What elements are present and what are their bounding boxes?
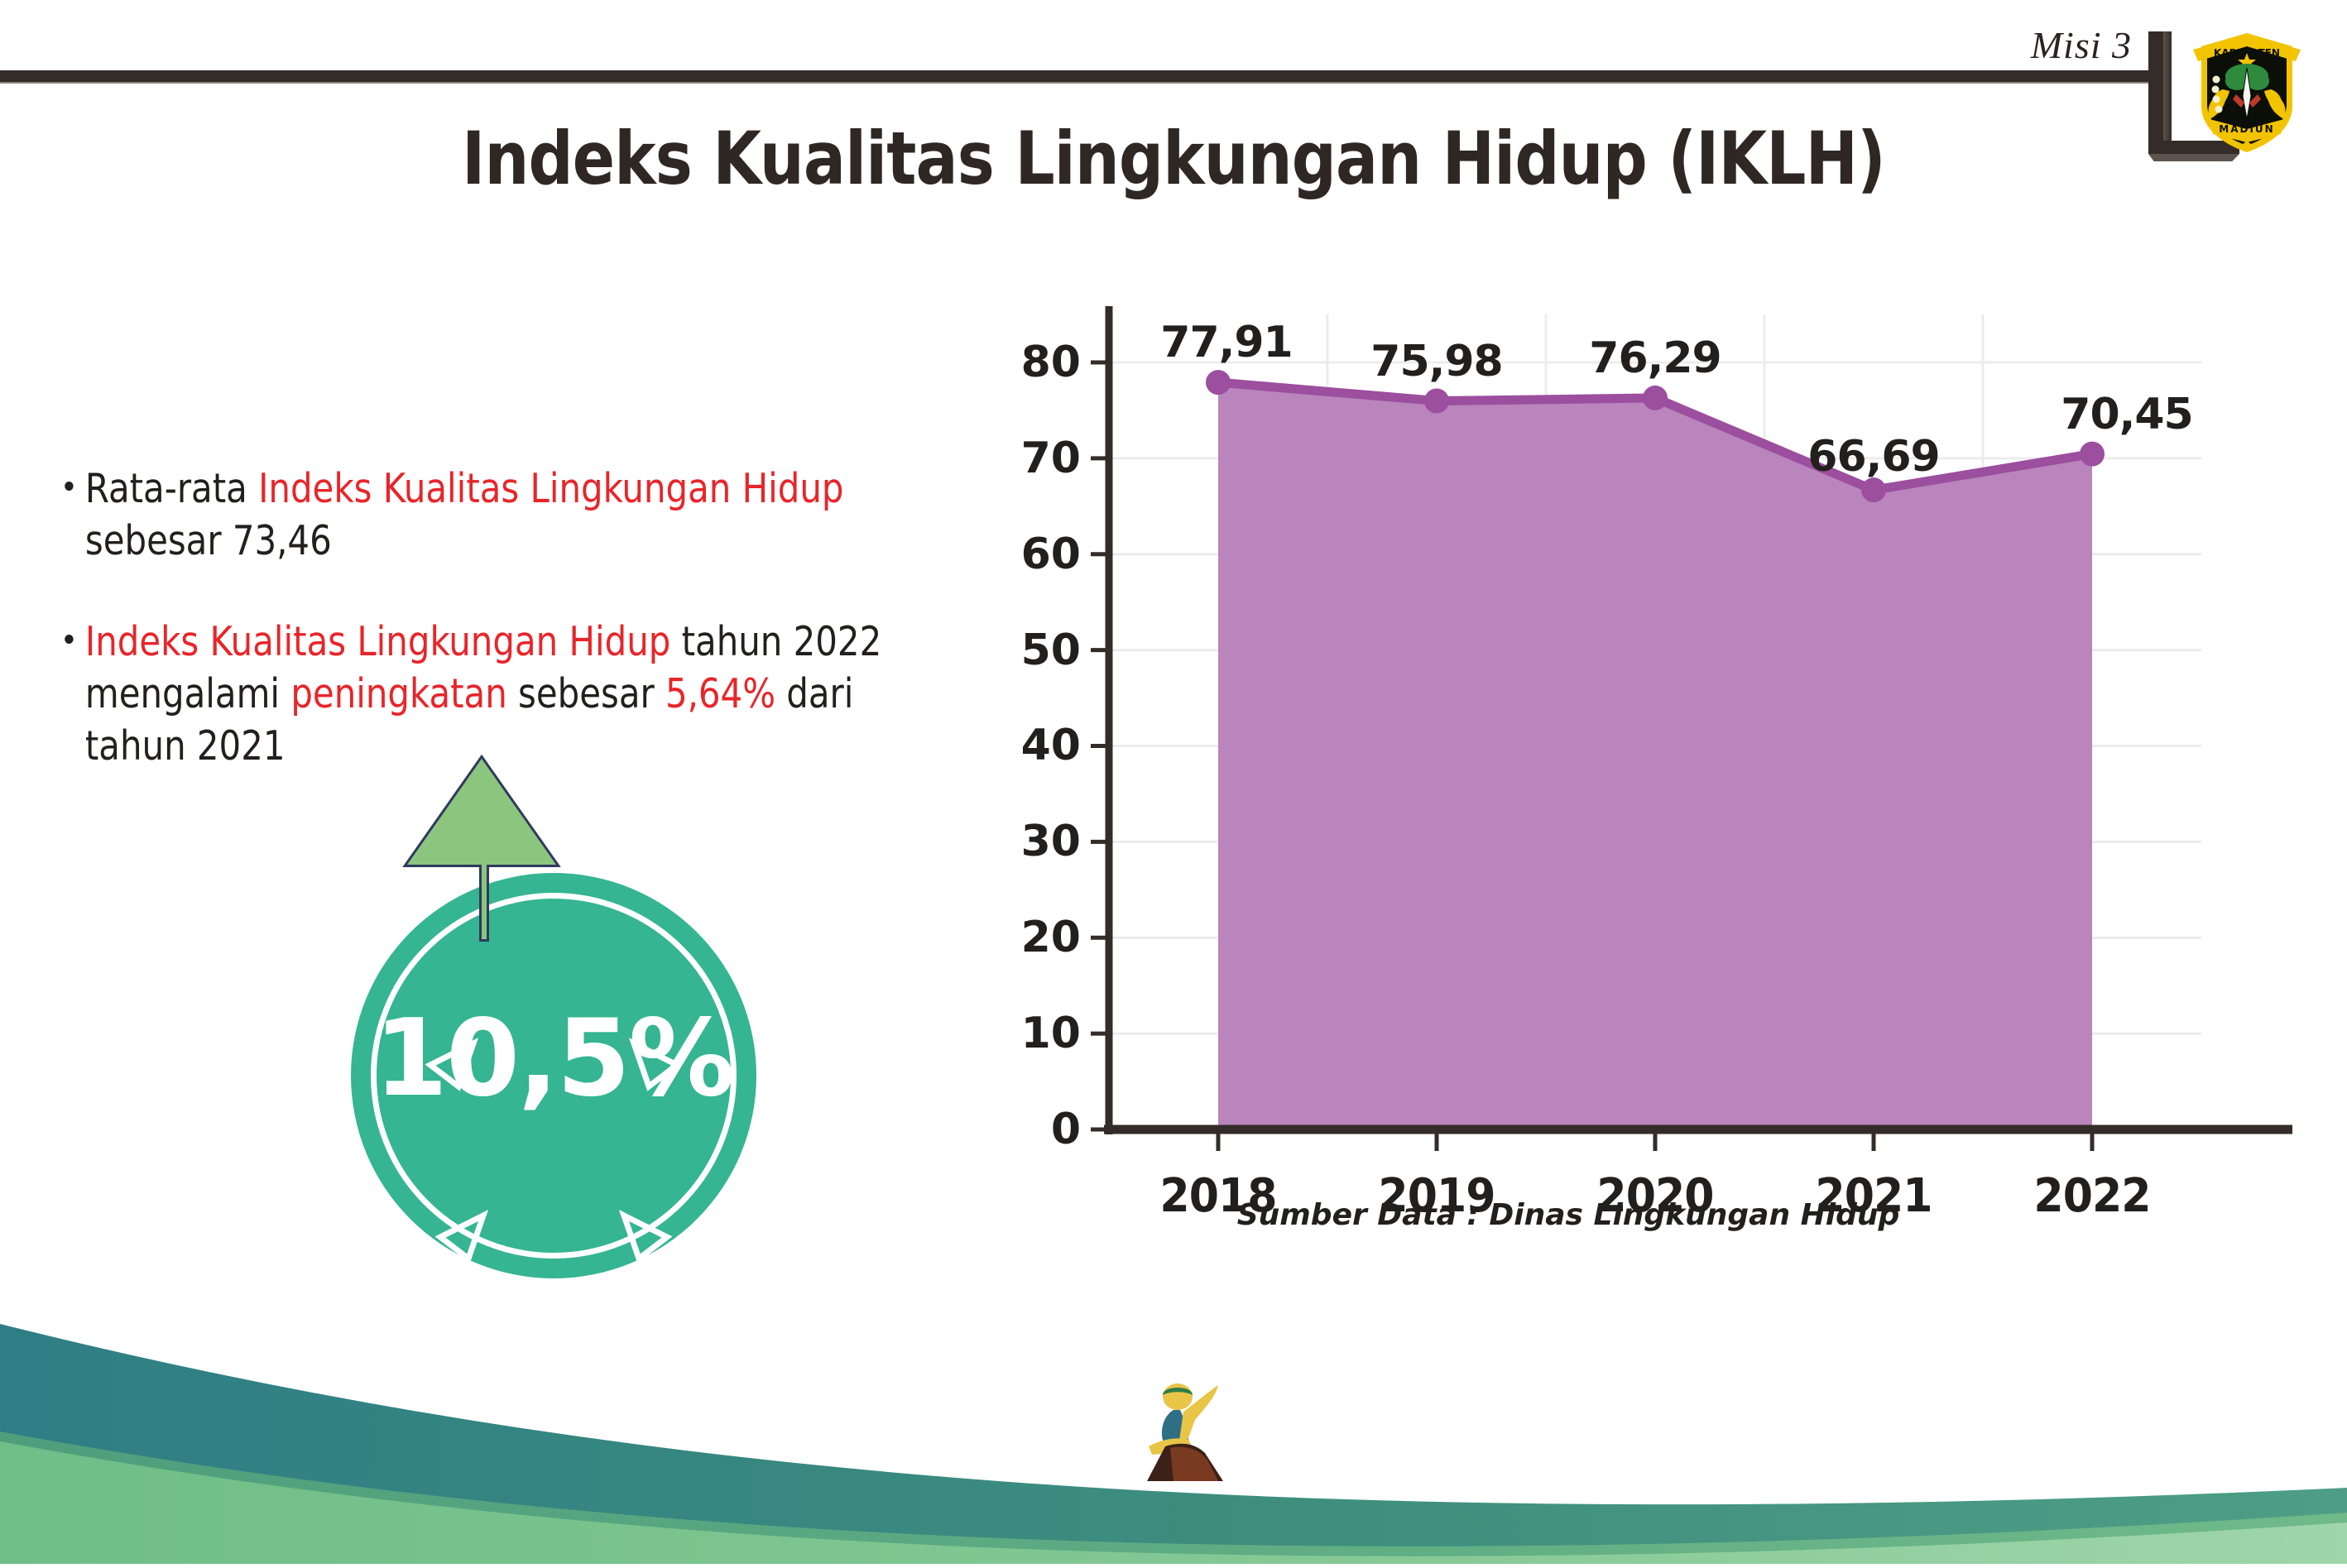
badge-corner-arrows-icon (425, 1038, 683, 1264)
highlight-text: Indeks Kualitas Lingkungan Hidup (84, 618, 671, 666)
plain-text: sebesar 73,46 (84, 516, 332, 564)
x-axis-tick-label: 2020 (1596, 1169, 1714, 1223)
y-axis-tick-label: 20 (1020, 913, 1081, 963)
highlight-text: Indeks Kualitas Lingkungan Hidup (258, 465, 844, 512)
plain-text: sebesar (506, 670, 665, 718)
list-item: Indeks Kualitas Lingkungan Hidup tahun 2… (65, 616, 910, 772)
summary-panel: Rata-rata Indeks Kualitas Lingkungan Hid… (65, 463, 953, 822)
badge-circle (351, 873, 756, 1278)
plain-text: tahun 2022 mengalami (84, 618, 882, 718)
data-point-label: 66,69 (1807, 432, 1940, 482)
data-point-label: 75,98 (1370, 336, 1503, 386)
badge-value: 10,5% (373, 997, 735, 1120)
page-title: Indeks Kualitas Lingkungan Hidup (IKLH) (462, 116, 1886, 201)
footer-caption: Media Infografis Data Statistik Sektoral… (1225, 1421, 2344, 1467)
footer-wave (0, 1324, 2347, 1564)
y-axis-tick-label: 30 (1020, 817, 1081, 867)
y-axis-tick-label: 10 (1020, 1009, 1081, 1059)
y-axis-tick-label: 0 (1050, 1105, 1081, 1154)
data-point-label: 70,45 (2061, 389, 2193, 439)
plain-text: dari tahun 2021 (84, 670, 854, 770)
y-axis-tick-label: 80 (1020, 337, 1081, 387)
mission-label: Misi 3 (2030, 24, 2132, 66)
highlight-text: peningkatan (290, 670, 507, 718)
data-point-label: 76,29 (1589, 333, 1721, 383)
x-axis-tick-label: 2021 (1815, 1169, 1932, 1223)
bullet-text: Indeks Kualitas Lingkungan Hidup tahun 2… (68, 616, 910, 772)
header-bracket-foot (2148, 141, 2239, 154)
x-axis-tick-label: 2018 (1159, 1169, 1277, 1223)
x-axis-tick-label: 2019 (1378, 1169, 1495, 1223)
y-axis-tick-label: 50 (1020, 625, 1081, 675)
chart-source-note: Sumber Data : Dinas Lingkungan Hidup (1236, 1198, 1900, 1232)
header-bracket-vertical (2148, 31, 2172, 154)
plain-text: Rata-rata (84, 465, 259, 512)
up-arrow-icon (402, 754, 561, 942)
iklh-area-chart: 0 10 20 30 40 50 60 70 80 2018 2019 2020 2021 2022 7… (977, 294, 2301, 1278)
highlight-text: 5,64% (665, 670, 775, 718)
y-axis-tick-label: 40 (1020, 721, 1081, 771)
x-axis-tick-label: 2022 (2033, 1169, 2151, 1223)
y-axis-tick-label: 70 (1020, 433, 1081, 483)
kabupaten-madiun-logo-icon: KABUPATEN MADIUN (2185, 17, 2309, 157)
list-item: Rata-rata Indeks Kualitas Lingkungan Hid… (65, 463, 910, 567)
bullet-dot-icon (65, 482, 74, 491)
chart-canvas (1091, 306, 2292, 1151)
statistic-figure-icon (1147, 1383, 1223, 1481)
header-rule (0, 70, 2162, 84)
data-point-label: 77,91 (1160, 318, 1293, 368)
increase-badge: 10,5% (324, 749, 756, 1278)
svg-text:MADIUN: MADIUN (2219, 123, 2274, 135)
bullet-dot-icon (65, 635, 74, 645)
footer: Media Infografis Data Statistik Sektoral… (0, 1291, 2347, 1564)
y-axis-tick-label: 60 (1020, 529, 1081, 579)
bullet-text: Rata-rata Indeks Kualitas Lingkungan Hid… (68, 463, 910, 567)
